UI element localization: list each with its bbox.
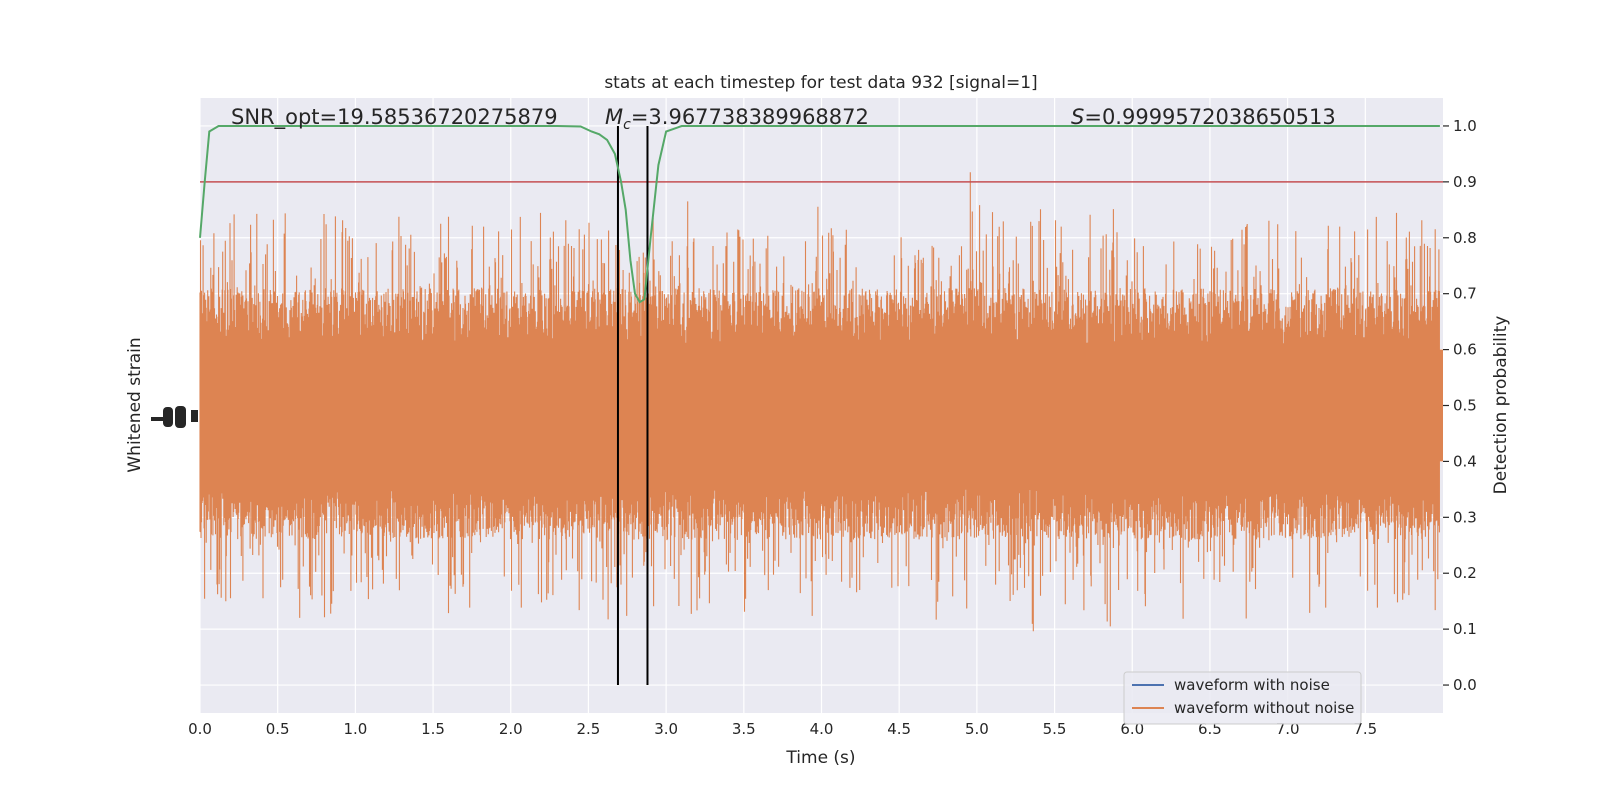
detection-probability-line	[199, 125, 1440, 304]
x-tick-label-1: 0.5	[266, 720, 290, 738]
legend-label-with-noise: waveform with noise	[1174, 676, 1330, 694]
x-tick-label-6: 3.0	[654, 720, 678, 738]
x-tick-label-9: 4.5	[887, 720, 911, 738]
x-tick-label-2: 1.0	[343, 720, 367, 738]
waveform-core-band	[200, 349, 1443, 462]
chirp-mass-value: =3.967738389968872	[631, 105, 869, 129]
right-tick-label-4: 0.4	[1453, 452, 1477, 470]
right-axis-label: Detection probability	[1491, 316, 1511, 495]
waveform-without-noise-series	[199, 172, 1443, 632]
left-axis-label: Whitened strain	[125, 337, 145, 472]
right-tick-label-10: 1.0	[1453, 117, 1477, 135]
x-tick-label-15: 7.5	[1353, 720, 1377, 738]
chart-title: stats at each timestep for test data 932…	[604, 73, 1037, 93]
chirp-mass-symbol: M	[605, 105, 623, 129]
x-tick-label-5: 2.5	[577, 720, 601, 738]
x-tick-label-10: 5.0	[965, 720, 989, 738]
right-tick-label-3: 0.3	[1453, 508, 1477, 526]
event-window-lines	[616, 125, 649, 686]
x-tick-label-7: 3.5	[732, 720, 756, 738]
right-axis-ticks: 0.0 0.1 0.2 0.3 0.4 0.5 0.6 0.7 0.8 0.9 1.0	[1443, 117, 1477, 694]
score-value: =0.9999572038650513	[1084, 105, 1335, 129]
chirp-mass-subscript: c	[623, 117, 631, 133]
left-axis-overlapping-ticks	[151, 406, 198, 428]
x-tick-label-4: 2.0	[499, 720, 523, 738]
x-axis-label: Time (s)	[785, 748, 855, 768]
chirp-mass-annotation: Mc=3.967738389968872	[605, 105, 869, 133]
right-tick-label-6: 0.6	[1453, 341, 1477, 359]
right-tick-label-1: 0.1	[1453, 620, 1477, 638]
x-tick-label-0: 0.0	[188, 720, 212, 738]
score-annotation: S=0.9999572038650513	[1071, 105, 1336, 129]
right-tick-label-8: 0.8	[1453, 229, 1477, 247]
x-axis-ticks: 0.0 0.5 1.0 1.5 2.0 2.5 3.0 3.5 4.0 4.5 5.0 5.5 6.0 6…	[188, 720, 1377, 738]
x-tick-label-3: 1.5	[421, 720, 445, 738]
legend: waveform with noise waveform without noi…	[1123, 671, 1362, 725]
right-tick-label-2: 0.2	[1453, 564, 1477, 582]
right-tick-label-0: 0.0	[1453, 676, 1477, 694]
score-symbol: S	[1071, 105, 1084, 129]
x-tick-label-11: 5.5	[1043, 720, 1067, 738]
x-tick-label-8: 4.0	[810, 720, 834, 738]
right-tick-label-5: 0.5	[1453, 397, 1477, 415]
snr-annotation: SNR_opt=19.58536720275879	[231, 105, 558, 130]
right-tick-label-7: 0.7	[1453, 285, 1477, 303]
legend-label-without-noise: waveform without noise	[1174, 699, 1354, 717]
right-tick-label-9: 0.9	[1453, 173, 1477, 191]
